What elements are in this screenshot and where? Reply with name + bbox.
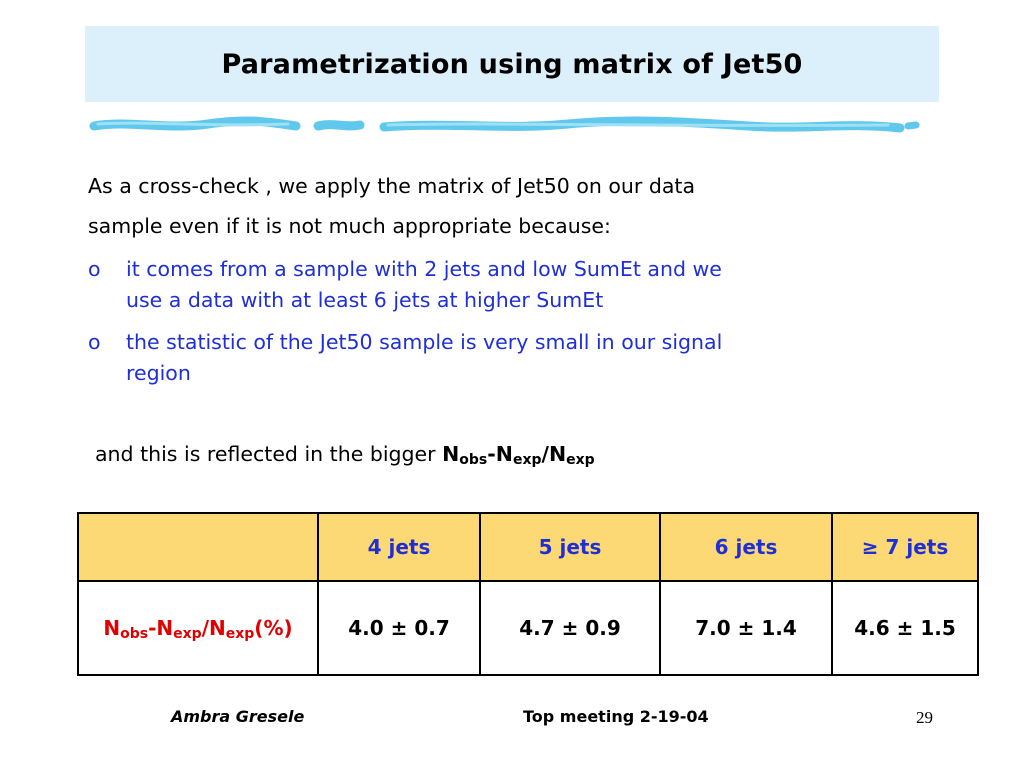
value-cell-4-jets: 4.0 ± 0.7 [317, 580, 481, 676]
label-percent: (%) [254, 616, 293, 640]
row-label-cell: Nobs-Nexp/Nexp(%) [77, 580, 319, 676]
value-cell-5-jets: 4.7 ± 0.9 [479, 580, 661, 676]
label-sub-exp: exp [173, 626, 202, 642]
bullet-marker: o [88, 330, 101, 354]
label-over-n: /N [201, 616, 226, 640]
formula-sub-exp: exp [566, 452, 595, 468]
title-box: Parametrization using matrix of Jet50 [85, 26, 939, 102]
label-n: N [103, 616, 121, 640]
label-sub-obs: obs [120, 626, 149, 642]
table-header-row: 4 jets 5 jets 6 jets ≥ 7 jets [77, 512, 979, 582]
bullet-1-line-2: use a data with at least 6 jets at highe… [126, 288, 604, 312]
decorative-wave-divider [89, 116, 920, 133]
bullet-item-1: o it comes from a sample with 2 jets and… [88, 254, 918, 316]
value-cell-7-plus-jets: 4.6 ± 1.5 [831, 580, 979, 676]
summary-sentence: and this is reflected in the bigger Nobs… [95, 442, 595, 468]
formula-n: N [442, 442, 460, 466]
bullet-2-line-1: the statistic of the Jet50 sample is ver… [126, 330, 723, 354]
summary-formula: Nobs-Nexp/Nexp [442, 442, 595, 468]
bullet-item-2: o the statistic of the Jet50 sample is v… [88, 327, 918, 389]
header-cell-4-jets: 4 jets [317, 512, 481, 582]
header-cell-7-plus-jets: ≥ 7 jets [831, 512, 979, 582]
bullet-marker: o [88, 257, 101, 281]
footer-author: Ambra Gresele [171, 707, 305, 726]
intro-line-2: sample even if it is not much appropriat… [88, 214, 611, 238]
footer-meeting: Top meeting 2-19-04 [523, 707, 709, 726]
header-cell-6-jets: 6 jets [659, 512, 833, 582]
bullet-2-line-2: region [126, 361, 191, 385]
header-cell-5-jets: 5 jets [479, 512, 661, 582]
label-sub-exp: exp [225, 626, 255, 642]
formula-sub-obs: obs [459, 452, 488, 468]
formula-over-n: /N [541, 442, 567, 466]
table-row: Nobs-Nexp/Nexp(%) 4.0 ± 0.7 4.7 ± 0.9 7.… [77, 580, 979, 676]
summary-text: and this is reflected in the bigger [95, 442, 443, 466]
page-number: 29 [916, 708, 933, 727]
label-minus-n: -N [148, 616, 174, 640]
intro-line-1: As a cross-check , we apply the matrix o… [88, 174, 696, 198]
value-cell-6-jets: 7.0 ± 1.4 [659, 580, 833, 676]
formula-sub-exp: exp [512, 452, 542, 468]
bullet-1-line-1: it comes from a sample with 2 jets and l… [126, 257, 722, 281]
results-table: 4 jets 5 jets 6 jets ≥ 7 jets Nobs-Nexp/… [77, 512, 979, 676]
header-cell-empty [77, 512, 319, 582]
formula-minus-n: -N [487, 442, 513, 466]
slide-title: Parametrization using matrix of Jet50 [221, 48, 803, 80]
